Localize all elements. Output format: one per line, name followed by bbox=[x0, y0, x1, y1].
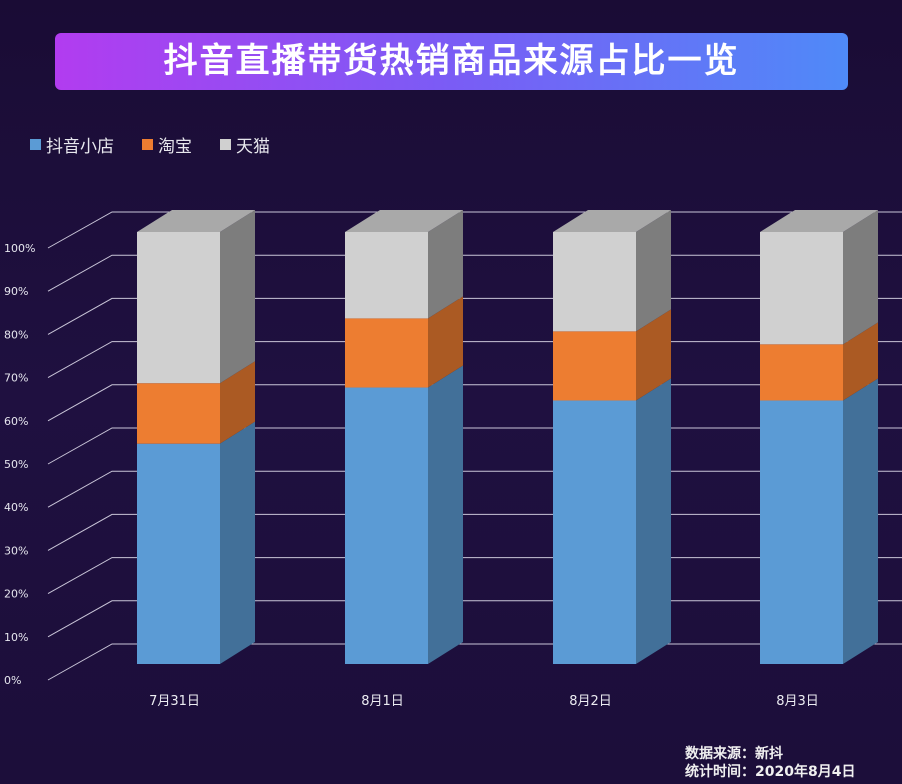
y-tick-label: 80% bbox=[4, 328, 28, 341]
y-tick-label: 0% bbox=[4, 674, 21, 687]
bar-side bbox=[843, 210, 878, 345]
x-tick-label: 7月31日 bbox=[149, 694, 200, 709]
legend-item: 抖音小店 bbox=[30, 132, 114, 157]
bar-top bbox=[760, 210, 878, 232]
bar-side bbox=[843, 378, 878, 664]
bar-front bbox=[137, 232, 220, 384]
bar-top bbox=[345, 210, 463, 232]
legend-item: 天猫 bbox=[220, 132, 270, 157]
legend-label: 抖音小店 bbox=[46, 137, 114, 157]
bar-side bbox=[636, 309, 671, 401]
bar-front bbox=[553, 331, 636, 401]
bar-segment-天猫 bbox=[760, 210, 878, 345]
bar-front bbox=[345, 232, 428, 319]
bar-front bbox=[137, 383, 220, 444]
y-tick-label: 90% bbox=[4, 285, 28, 298]
legend-swatch bbox=[30, 139, 41, 150]
bar-front bbox=[345, 387, 428, 664]
legend-item: 淘宝 bbox=[142, 132, 192, 157]
source-note: 数据来源：新抖 统计时间：2020年8月4日 bbox=[685, 745, 855, 781]
bar-front bbox=[553, 400, 636, 664]
bar-front bbox=[760, 232, 843, 345]
bar-side bbox=[428, 210, 463, 319]
y-tick-label: 40% bbox=[4, 501, 28, 514]
bar-side bbox=[220, 361, 255, 444]
bar-segment-淘宝 bbox=[345, 296, 463, 388]
y-tick-label: 100% bbox=[4, 242, 35, 255]
bar-side bbox=[636, 210, 671, 332]
bar-top bbox=[137, 210, 255, 232]
bar-segment-天猫 bbox=[553, 210, 671, 332]
chart-title: 抖音直播带货热销商品来源占比一览 bbox=[55, 33, 848, 90]
y-tick-label: 30% bbox=[4, 544, 28, 557]
bar-side bbox=[428, 296, 463, 388]
legend: 抖音小店 淘宝 天猫 bbox=[30, 132, 270, 157]
legend-swatch bbox=[142, 139, 153, 150]
bar-segment-抖音小店 bbox=[137, 421, 255, 664]
bar-side bbox=[220, 421, 255, 664]
legend-label: 淘宝 bbox=[158, 137, 192, 157]
bar-segment-淘宝 bbox=[137, 361, 255, 444]
bar-segment-抖音小店 bbox=[553, 378, 671, 664]
bar-segment-天猫 bbox=[137, 210, 255, 384]
y-tick-label: 70% bbox=[4, 372, 28, 385]
bar-segment-淘宝 bbox=[760, 322, 878, 401]
legend-label: 天猫 bbox=[236, 137, 270, 157]
bar-front bbox=[760, 400, 843, 664]
source-line: 数据来源：新抖 bbox=[685, 746, 783, 762]
legend-swatch bbox=[220, 139, 231, 150]
x-tick-label: 8月3日 bbox=[776, 694, 819, 709]
y-tick-label: 50% bbox=[4, 458, 28, 471]
y-tick-label: 60% bbox=[4, 415, 28, 428]
bar-side bbox=[636, 378, 671, 664]
bar-front bbox=[553, 232, 636, 332]
x-tick-label: 8月1日 bbox=[361, 694, 404, 709]
bar-side bbox=[428, 365, 463, 664]
bar-front bbox=[345, 318, 428, 388]
bar-side bbox=[843, 322, 878, 401]
bar-front bbox=[137, 443, 220, 664]
y-tick-label: 20% bbox=[4, 588, 28, 601]
bar-segment-抖音小店 bbox=[345, 365, 463, 664]
x-tick-label: 8月2日 bbox=[569, 694, 612, 709]
date-line: 统计时间：2020年8月4日 bbox=[685, 764, 856, 780]
bar-top bbox=[553, 210, 671, 232]
y-tick-label: 10% bbox=[4, 631, 28, 644]
bar-segment-淘宝 bbox=[553, 309, 671, 401]
bar-front bbox=[760, 344, 843, 401]
bar-segment-抖音小店 bbox=[760, 378, 878, 664]
bar-side bbox=[220, 210, 255, 384]
bar-segment-天猫 bbox=[345, 210, 463, 319]
